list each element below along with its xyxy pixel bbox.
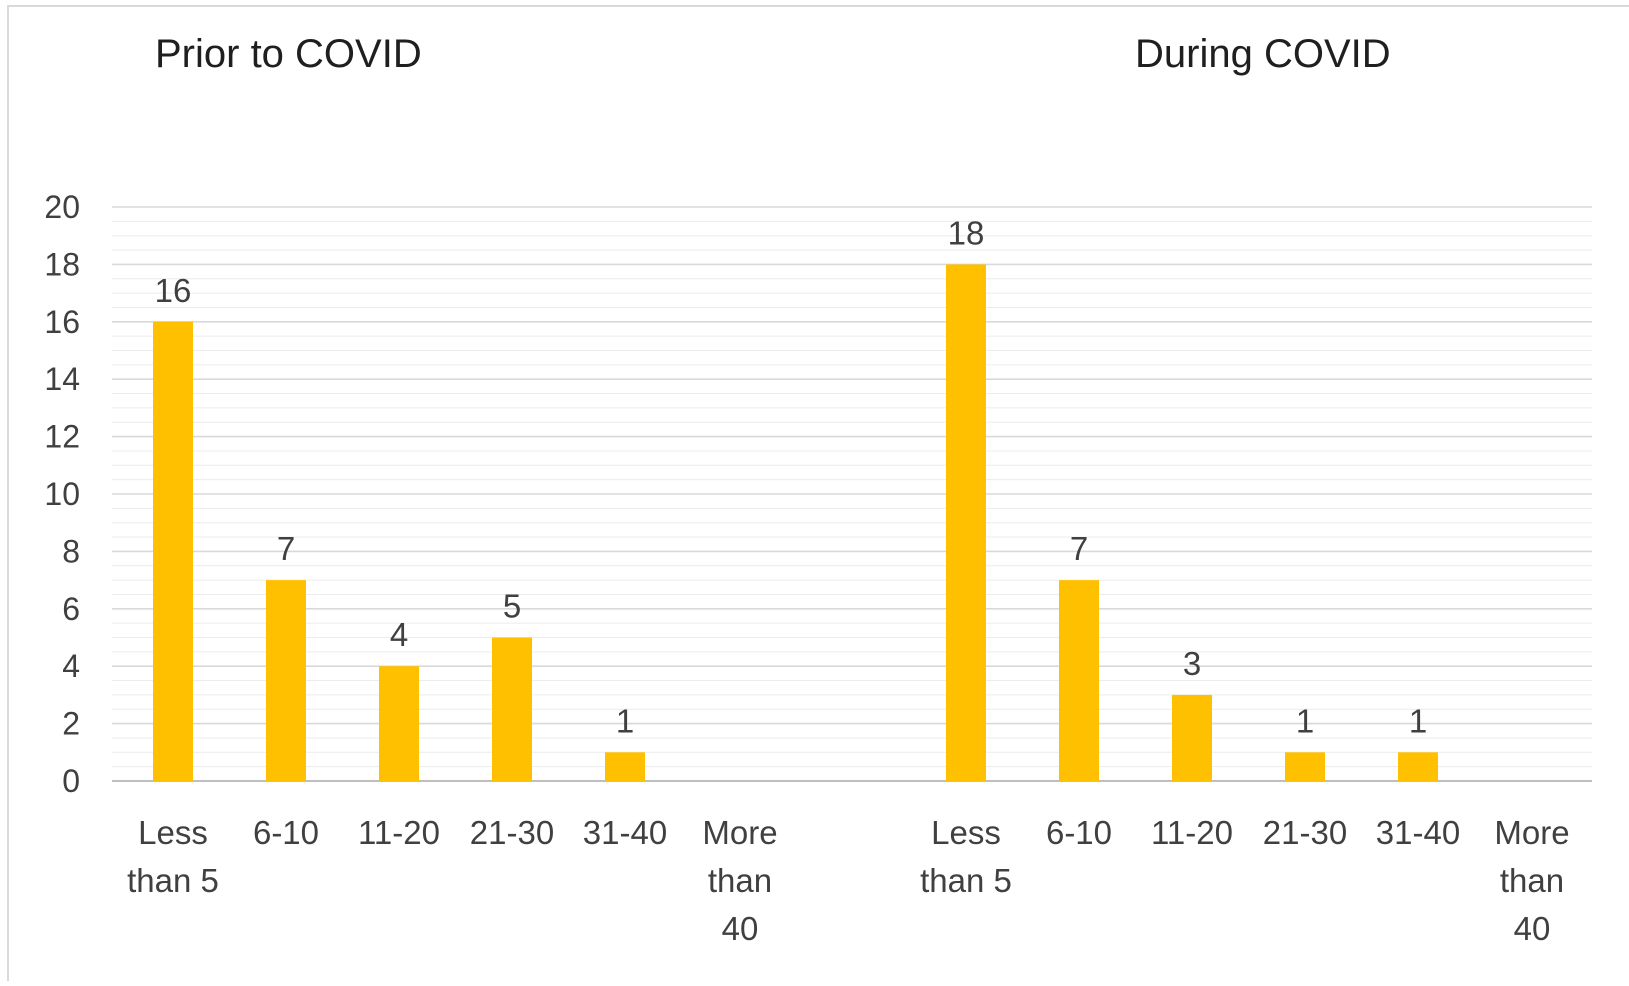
y-tick-label: 20 bbox=[44, 189, 80, 225]
bar bbox=[1398, 752, 1438, 781]
bar bbox=[946, 264, 986, 781]
bar bbox=[605, 752, 645, 781]
bar bbox=[1172, 694, 1212, 781]
data-label: 7 bbox=[1070, 530, 1088, 567]
data-label: 1 bbox=[1409, 702, 1427, 739]
x-axis-categories: Less than 5 6-10 11-20 21-30 31-40 More than 40 L… bbox=[127, 814, 1569, 947]
category-label: 21-30 bbox=[1263, 814, 1347, 851]
bar bbox=[266, 580, 306, 781]
y-tick-label: 12 bbox=[44, 419, 80, 455]
data-label: 1 bbox=[616, 702, 634, 739]
bar bbox=[153, 321, 193, 781]
category-label: More than 40 bbox=[702, 814, 777, 947]
y-tick-label: 6 bbox=[62, 591, 80, 627]
category-label: Less than 5 bbox=[920, 814, 1012, 899]
category-label: 31-40 bbox=[583, 814, 667, 851]
category-label: 11-20 bbox=[358, 814, 440, 851]
panel-1-title: Prior to COVID bbox=[155, 32, 422, 76]
category-label: 6-10 bbox=[253, 814, 319, 851]
data-label: 5 bbox=[503, 588, 521, 625]
y-tick-label: 8 bbox=[62, 533, 80, 569]
frame-border bbox=[7, 5, 1629, 986]
bar bbox=[492, 637, 532, 781]
bar bbox=[379, 666, 419, 781]
bar bbox=[1059, 580, 1099, 781]
category-label: 11-20 bbox=[1151, 814, 1233, 851]
y-tick-label: 0 bbox=[62, 763, 80, 799]
category-label: 6-10 bbox=[1046, 814, 1112, 851]
data-label: 4 bbox=[390, 616, 408, 653]
data-label: 1 bbox=[1296, 702, 1314, 739]
category-label: 31-40 bbox=[1376, 814, 1460, 851]
y-tick-label: 18 bbox=[44, 246, 80, 282]
category-label: 21-30 bbox=[470, 814, 554, 851]
data-label: 7 bbox=[277, 530, 295, 567]
data-label: 16 bbox=[155, 272, 192, 309]
bar bbox=[1285, 752, 1325, 781]
data-label: 18 bbox=[948, 214, 985, 251]
gridlines bbox=[112, 206, 1592, 782]
y-tick-label: 16 bbox=[44, 304, 80, 340]
bars bbox=[153, 264, 1438, 781]
category-label: More than 40 bbox=[1494, 814, 1569, 947]
data-label: 3 bbox=[1183, 645, 1201, 682]
y-tick-label: 2 bbox=[62, 706, 80, 742]
panel-2-title: During COVID bbox=[1135, 32, 1391, 76]
y-tick-label: 10 bbox=[44, 476, 80, 512]
y-axis: 0 2 4 6 8 10 12 14 16 18 20 bbox=[44, 189, 80, 799]
data-labels: 16 7 4 5 1 18 7 3 1 1 bbox=[155, 214, 1428, 739]
category-label: Less than 5 bbox=[127, 814, 219, 899]
y-tick-label: 4 bbox=[62, 648, 80, 684]
y-tick-label: 14 bbox=[44, 361, 80, 397]
